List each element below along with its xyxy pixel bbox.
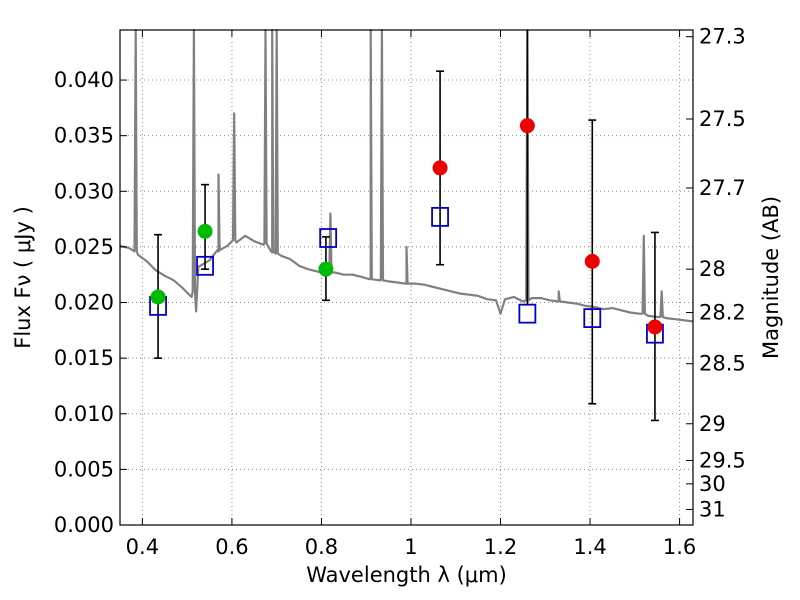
grid-lines [120, 30, 693, 526]
model-point [583, 308, 602, 329]
y2-tick-label: 30 [699, 472, 726, 496]
y-tick-label: 0.015 [54, 346, 114, 370]
green-point [318, 261, 334, 277]
plot-frame [119, 29, 694, 526]
y-tick-label: 0.030 [54, 179, 114, 203]
y-tick-label: 0.020 [54, 291, 114, 315]
x-tick-label: 1.2 [484, 535, 517, 559]
error-bars [154, 30, 659, 422]
spectrum-path [119, 28, 694, 323]
y-tick-label: 0.010 [54, 402, 114, 426]
x-tick-label: 1.4 [573, 535, 606, 559]
y2-tick-label: 28.5 [699, 352, 746, 376]
y2-axis-title: Magnitude (AB) [759, 196, 783, 359]
red-point [584, 253, 600, 269]
x-axis-title: Wavelength λ (μm) [306, 563, 507, 587]
y-tick-label: 0.035 [54, 124, 114, 148]
y-axis-left: 0.000 0.005 0.010 0.015 0.020 0.025 0.030 0.035… [54, 68, 127, 537]
red-point [432, 160, 448, 176]
red-point [519, 118, 535, 134]
green-point [150, 289, 166, 305]
green-point [197, 223, 213, 239]
y2-tick-label: 28 [699, 257, 726, 281]
red-point [647, 319, 663, 335]
y-tick-label: 0.005 [54, 457, 114, 481]
x-tick-label: 0.8 [305, 535, 338, 559]
y-tick-label: 0.000 [54, 513, 114, 537]
model-point [518, 303, 537, 324]
y-tick-label: 0.040 [54, 68, 114, 92]
y2-tick-label: 28.2 [699, 301, 746, 325]
model-point [319, 228, 338, 248]
x-tick-label: 0.6 [215, 535, 248, 559]
y2-tick-label: 31 [699, 497, 726, 521]
model-point [431, 206, 449, 227]
y-axis-title: Flux Fν ( μJy ) [11, 206, 35, 349]
y2-tick-label: 27.5 [699, 107, 746, 131]
y2-tick-label: 27.7 [699, 176, 746, 200]
spectrum-line [119, 28, 694, 323]
x-tick-label: 0.4 [126, 535, 159, 559]
model-point [196, 255, 214, 276]
y2-tick-label: 29.5 [699, 448, 746, 472]
x-tick-label: 1.6 [663, 535, 696, 559]
y-tick-label: 0.025 [54, 235, 114, 259]
y2-tick-label: 29 [699, 412, 726, 436]
observed-points [150, 118, 663, 335]
x-tick-label: 1 [404, 535, 417, 559]
y2-tick-label: 27.3 [699, 25, 746, 49]
x-axis: 0.4 0.6 0.8 1 1.2 1.4 1.6 [126, 30, 696, 559]
